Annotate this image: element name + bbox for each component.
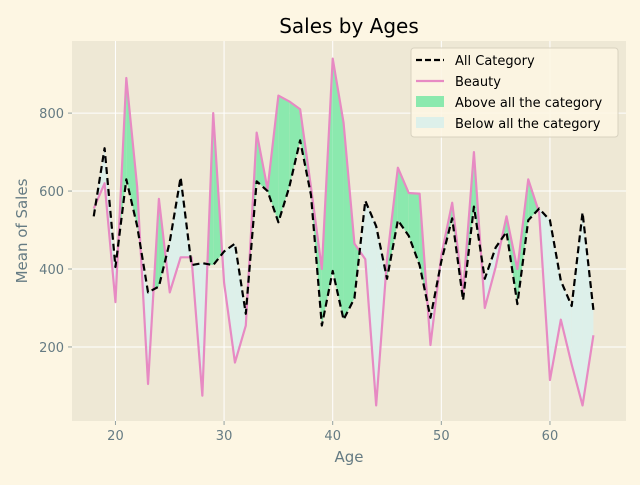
x-tick-label: 20	[107, 429, 124, 444]
legend-box	[410, 47, 619, 138]
fill-below-region	[224, 243, 235, 363]
fill-above-region	[332, 58, 344, 320]
series-line-beauty	[92, 57, 595, 407]
legend-label-all-category: All Category	[455, 54, 535, 69]
fill-below-region	[571, 212, 583, 406]
y-tick-label: 600	[39, 185, 64, 200]
x-tick-label: 40	[324, 429, 341, 444]
fill-below-region	[484, 247, 496, 308]
fill-above-region	[397, 167, 409, 236]
fill-above-region	[289, 101, 301, 188]
y-tick-label: 400	[39, 263, 64, 278]
fill-below-region	[582, 212, 594, 406]
fill-below-region	[560, 280, 572, 365]
legend-label-above: Above all the category	[455, 96, 602, 111]
x-axis-label: Age	[334, 448, 363, 466]
x-tick-label: 50	[433, 429, 450, 444]
chart-title: Sales by Ages	[279, 14, 419, 38]
fill-above-region	[343, 122, 355, 320]
x-tick-label: 30	[216, 429, 233, 444]
y-tick-label: 200	[39, 341, 64, 356]
y-axis-label: Mean of Sales	[13, 178, 31, 283]
y-tick-label: 800	[39, 107, 64, 122]
legend-label-below: Below all the category	[455, 117, 601, 132]
axis-ticks: 20 30 40 50 60 200 400 600 800	[39, 107, 558, 444]
legend: All Category Beauty Above all the catego…	[410, 47, 619, 138]
series-line-all-category	[92, 139, 595, 327]
fill-below-region	[549, 220, 561, 381]
legend-swatch-above	[416, 96, 444, 107]
fill-above-region	[408, 193, 420, 266]
x-tick-label: 60	[542, 429, 559, 444]
legend-swatch-below	[416, 117, 444, 128]
series-lines	[92, 57, 595, 407]
fill-above-region	[278, 95, 290, 223]
legend-label-beauty: Beauty	[455, 75, 501, 90]
